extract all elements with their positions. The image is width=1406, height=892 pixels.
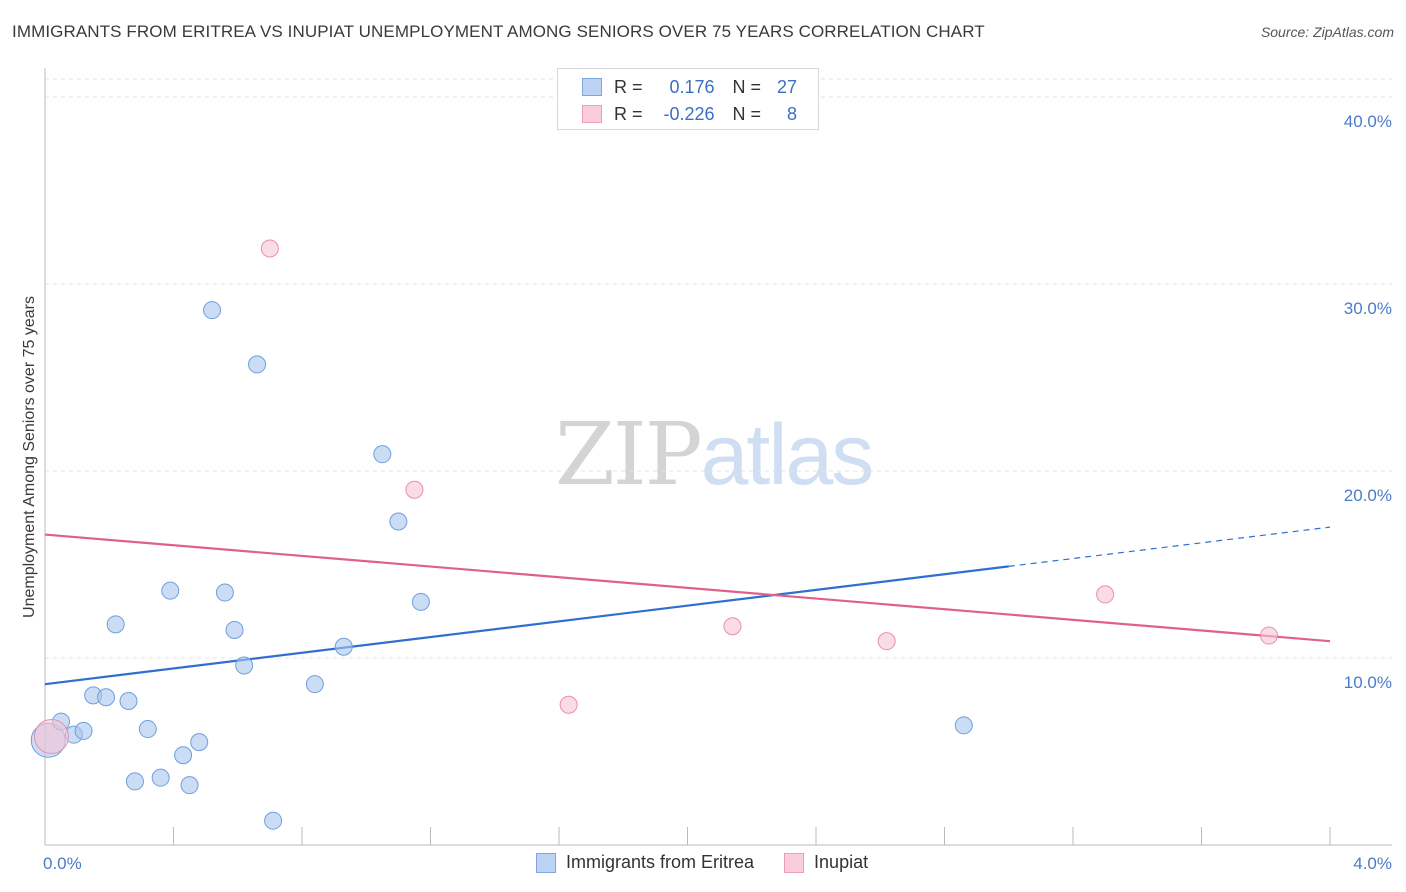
legend-row-eritrea: R = 0.176 N = 27 [582, 75, 797, 99]
data-point-inupiat [559, 695, 578, 714]
data-point-eritrea [138, 720, 157, 739]
y-tick-label: 40.0% [1344, 112, 1392, 131]
data-point-inupiat [723, 617, 742, 636]
x-tick-label: 0.0% [43, 854, 82, 873]
data-points [30, 239, 1278, 830]
data-point-inupiat [33, 719, 69, 755]
data-point-eritrea [373, 445, 392, 464]
data-point-eritrea [97, 688, 116, 707]
legend-n-label: N = [732, 103, 762, 124]
series-legend-eritrea: Immigrants from Eritrea [536, 852, 754, 873]
series-legend-inupiat: Inupiat [784, 852, 868, 873]
y-axis-label: Unemployment Among Seniors over 75 years [21, 296, 38, 618]
data-point-inupiat [260, 239, 279, 258]
legend-row-inupiat: R = -0.226 N = 8 [582, 102, 797, 126]
y-tick-label: 20.0% [1344, 486, 1392, 505]
data-point-eritrea [174, 746, 193, 765]
correlation-legend: R = 0.176 N = 27 R = -0.226 N = 8 [557, 68, 819, 130]
legend-n-value: 27 [777, 76, 798, 97]
data-point-eritrea [248, 355, 267, 374]
legend-n-label: N = [732, 76, 762, 97]
x-tick-label: 4.0% [1353, 854, 1392, 873]
chart-title: IMMIGRANTS FROM ERITREA VS INUPIAT UNEMP… [12, 22, 985, 41]
data-point-eritrea [235, 656, 254, 675]
data-point-eritrea [411, 592, 430, 611]
watermark: ZIPatlas [555, 405, 875, 505]
watermark-zip: ZIP [555, 405, 703, 505]
data-point-eritrea [74, 721, 93, 740]
legend-r-label: R = [614, 76, 643, 97]
watermark-atlas: atlas [700, 407, 875, 503]
data-point-eritrea [190, 733, 209, 752]
y-tick-label: 30.0% [1344, 299, 1392, 318]
legend-r-value: -0.226 [663, 103, 715, 124]
trend-lines [44, 526, 1331, 686]
data-point-eritrea [334, 637, 353, 656]
axes [44, 68, 1392, 846]
data-point-eritrea [125, 772, 144, 791]
trend-line-inupiat [44, 533, 1331, 643]
trend-line-eritrea-projection [1008, 526, 1331, 567]
grid-lines [45, 78, 1392, 659]
data-point-inupiat [1259, 626, 1278, 645]
y-tick-label: 10.0% [1344, 673, 1392, 692]
data-point-inupiat [405, 480, 424, 499]
tick-labels: 10.0% 20.0% 30.0% 40.0% 0.0% 4.0% [43, 112, 1392, 873]
trend-line-eritrea [44, 565, 1009, 686]
series-legend: Immigrants from Eritrea Inupiat [536, 852, 898, 873]
legend-swatch-eritrea [582, 78, 602, 96]
data-point-eritrea [215, 583, 234, 602]
data-point-inupiat [877, 632, 896, 651]
legend-n-value: 8 [787, 103, 798, 124]
data-point-eritrea [954, 716, 973, 735]
series-label-eritrea: Immigrants from Eritrea [566, 852, 755, 872]
legend-swatch-inupiat [582, 105, 602, 123]
data-point-eritrea [119, 692, 138, 711]
series-label-inupiat: Inupiat [814, 852, 869, 872]
data-point-eritrea [151, 768, 170, 787]
source-label: Source: ZipAtlas.com [1260, 24, 1394, 40]
series-swatch-inupiat [784, 852, 805, 873]
legend-r-value: 0.176 [669, 76, 715, 97]
data-point-eritrea [161, 581, 180, 600]
data-point-eritrea [389, 512, 408, 531]
data-point-eritrea [106, 615, 125, 634]
data-point-eritrea [180, 776, 199, 795]
data-point-eritrea [264, 811, 283, 830]
data-point-eritrea [305, 675, 324, 694]
data-point-inupiat [1096, 585, 1115, 604]
series-swatch-eritrea [536, 852, 556, 873]
data-point-eritrea [203, 301, 222, 320]
data-point-eritrea [225, 620, 244, 639]
legend-r-label: R = [614, 103, 643, 124]
